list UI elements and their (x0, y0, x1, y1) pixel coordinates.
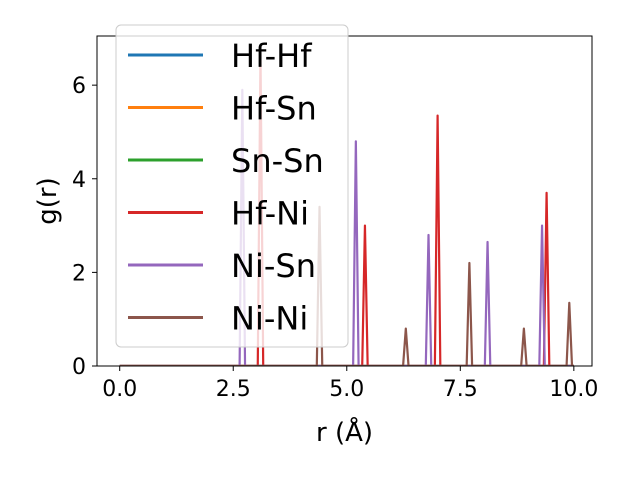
x-tick-label: 7.5 (443, 377, 478, 402)
y-axis-label: g(r) (33, 177, 63, 224)
x-axis: 0.0 2.5 5.0 7.5 10.0 (102, 366, 598, 402)
y-tick-label: 0 (72, 355, 86, 380)
legend: Hf-Hf Hf-Sn Sn-Sn Hf-Ni Ni-Sn Ni-Ni (115, 24, 349, 348)
legend-label-hf-hf: Hf-Hf (231, 37, 312, 75)
y-tick-label: 4 (72, 168, 86, 193)
y-tick-label: 2 (72, 261, 86, 286)
legend-label-sn-sn: Sn-Sn (231, 142, 324, 180)
legend-label-hf-sn: Hf-Sn (231, 90, 317, 128)
x-axis-label: r (Å) (316, 416, 373, 448)
legend-label-ni-ni: Ni-Ni (231, 300, 308, 338)
x-tick-label: 0.0 (102, 377, 137, 402)
x-tick-label: 2.5 (216, 377, 251, 402)
legend-label-ni-sn: Ni-Sn (231, 247, 316, 285)
y-tick-label: 6 (72, 74, 86, 99)
y-axis: 0 2 4 6 (72, 74, 97, 380)
x-tick-label: 10.0 (549, 377, 598, 402)
x-tick-label: 5.0 (329, 377, 364, 402)
legend-label-hf-ni: Hf-Ni (231, 195, 309, 233)
